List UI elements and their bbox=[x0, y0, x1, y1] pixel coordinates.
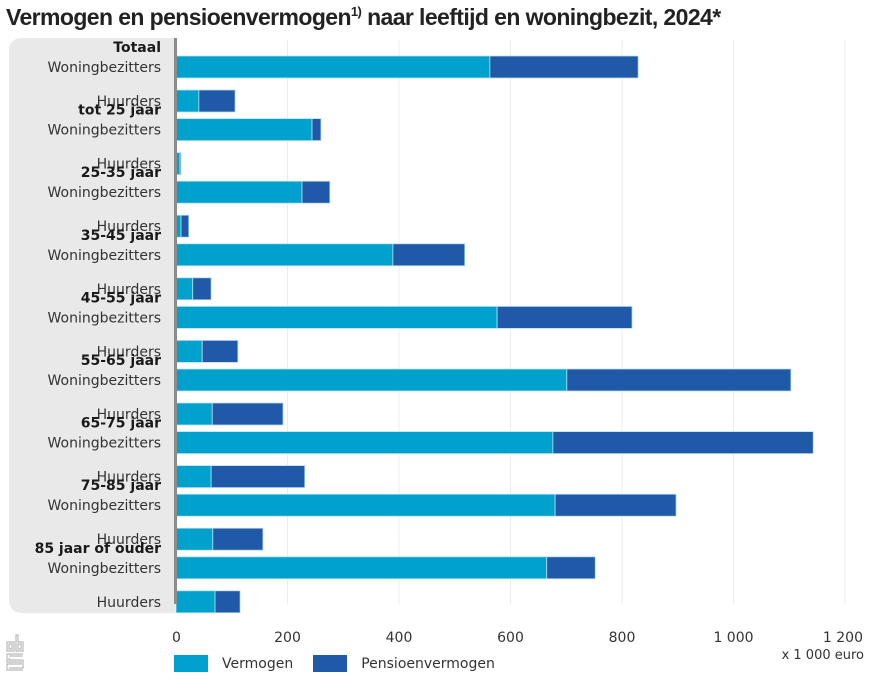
title-rest: naar leeftijd en woningbezit, 2024* bbox=[361, 4, 721, 30]
bar-vermogen bbox=[175, 55, 491, 79]
row-label: Woningbezitters bbox=[48, 248, 162, 264]
row-label: Huurders bbox=[97, 344, 161, 360]
bar-pensioenvermogen bbox=[201, 339, 239, 363]
bar-vermogen bbox=[175, 243, 394, 267]
row-label: Woningbezitters bbox=[48, 436, 162, 452]
row-label: Huurders bbox=[97, 595, 161, 611]
bar-vermogen bbox=[175, 89, 200, 113]
bar-vermogen bbox=[175, 305, 498, 329]
bar-vermogen bbox=[175, 368, 568, 392]
chart-title: Vermogen en pensioenvermogen1) naar leef… bbox=[6, 4, 721, 31]
bar-pensioenvermogen bbox=[489, 55, 639, 79]
bar-vermogen bbox=[175, 590, 216, 614]
group-label: 45-55 jaar bbox=[81, 290, 161, 306]
x-tick-label: 800 bbox=[609, 630, 636, 646]
x-tick-labels: 0 200 400 600 800 1 000 1 200 bbox=[172, 630, 863, 646]
y-axis-line bbox=[174, 38, 177, 604]
group-label: 55-65 jaar bbox=[81, 353, 161, 369]
bar-vermogen bbox=[175, 493, 556, 517]
group-label: 85 jaar of ouder bbox=[35, 541, 162, 557]
row-label: Huurders bbox=[97, 94, 161, 110]
cbs-logo-icon bbox=[6, 634, 24, 671]
x-tick-label: 200 bbox=[274, 630, 301, 646]
bar-vermogen bbox=[175, 180, 303, 204]
group-label: 65-75 jaar bbox=[81, 416, 161, 432]
legend: Vermogen Pensioenvermogen bbox=[174, 655, 515, 672]
group-label: 25-35 jaar bbox=[81, 165, 161, 181]
x-tick-label: 0 bbox=[172, 630, 181, 646]
group-label: tot 25 jaar bbox=[78, 103, 161, 119]
row-label: Woningbezitters bbox=[48, 373, 162, 389]
bar-vermogen bbox=[175, 118, 313, 141]
bars bbox=[175, 55, 814, 614]
legend-label-vermogen: Vermogen bbox=[222, 655, 294, 672]
row-label: Woningbezitters bbox=[48, 185, 162, 201]
row-label: Huurders bbox=[97, 157, 161, 173]
x-tick-label: 400 bbox=[386, 630, 413, 646]
row-label: Huurders bbox=[97, 470, 161, 486]
bar-pensioenvermogen bbox=[301, 180, 331, 204]
bar-pensioenvermogen bbox=[180, 214, 190, 238]
bar-pensioenvermogen bbox=[554, 493, 677, 517]
row-label: Woningbezitters bbox=[48, 123, 162, 139]
bar-pensioenvermogen bbox=[496, 305, 633, 329]
legend-swatch-pensioenvermogen bbox=[313, 655, 348, 672]
bar-pensioenvermogen bbox=[566, 368, 792, 392]
legend-label-pensioenvermogen: Pensioenvermogen bbox=[361, 655, 495, 672]
category-label-panel bbox=[9, 38, 175, 613]
group-label: 35-45 jaar bbox=[81, 228, 161, 244]
bar-pensioenvermogen bbox=[212, 527, 264, 551]
row-label: Woningbezitters bbox=[48, 561, 162, 577]
x-tick-label: 1 000 bbox=[713, 630, 753, 646]
bar-pensioenvermogen bbox=[192, 277, 212, 301]
group-label: 75-85 jaar bbox=[81, 478, 161, 494]
bar-pensioenvermogen bbox=[214, 590, 241, 614]
bar-pensioenvermogen bbox=[546, 556, 596, 580]
bar-pensioenvermogen bbox=[211, 402, 284, 426]
bar-pensioenvermogen bbox=[179, 152, 182, 176]
bar-pensioenvermogen bbox=[198, 89, 236, 113]
bar-pensioenvermogen bbox=[311, 118, 322, 141]
row-label: Woningbezitters bbox=[48, 498, 162, 514]
bar-vermogen bbox=[175, 339, 203, 363]
bar-vermogen bbox=[175, 527, 214, 551]
bar-vermogen bbox=[175, 556, 548, 580]
bar-vermogen bbox=[175, 465, 212, 489]
row-label: Huurders bbox=[97, 282, 161, 298]
bar-pensioenvermogen bbox=[552, 431, 814, 455]
x-axis-unit-label: x 1 000 euro bbox=[781, 648, 864, 663]
bar-vermogen bbox=[175, 402, 213, 426]
bar-pensioenvermogen bbox=[210, 465, 306, 489]
legend-swatch-vermogen bbox=[174, 655, 208, 672]
bar-vermogen bbox=[175, 277, 194, 301]
row-label: Woningbezitters bbox=[48, 60, 162, 76]
row-label: Huurders bbox=[97, 219, 161, 235]
row-label: Woningbezitters bbox=[48, 310, 162, 326]
bar-pensioenvermogen bbox=[392, 243, 466, 267]
group-label: Totaal bbox=[113, 40, 161, 56]
title-main: Vermogen en pensioenvermogen bbox=[6, 4, 352, 30]
row-label: Huurders bbox=[97, 407, 161, 423]
row-label: Huurders bbox=[97, 532, 161, 548]
x-tick-label: 600 bbox=[497, 630, 524, 646]
x-tick-label: 1 200 bbox=[823, 630, 863, 646]
bar-vermogen bbox=[175, 431, 554, 455]
title-footnote-marker: 1) bbox=[350, 4, 362, 19]
